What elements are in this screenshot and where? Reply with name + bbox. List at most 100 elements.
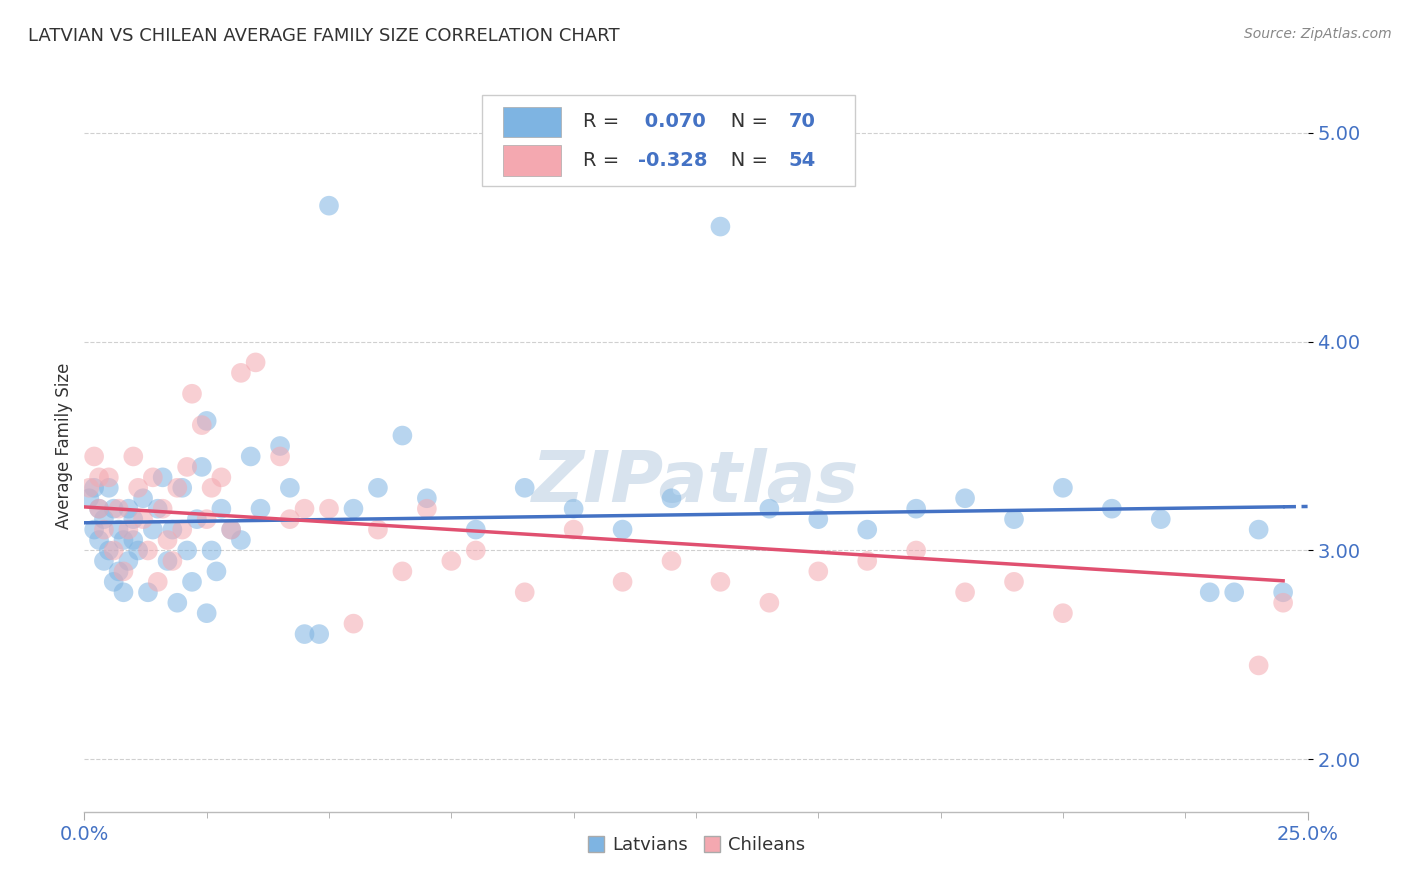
Point (1272, 585, 1295, 599)
Point (249, 501, 271, 516)
Point (127, 481, 149, 495)
Point (186, 512, 208, 526)
Point (318, 199, 340, 213)
Text: 70: 70 (789, 112, 815, 131)
Point (464, 543, 486, 558)
Text: 54: 54 (789, 152, 817, 170)
Point (117, 523, 139, 537)
Point (209, 470, 232, 484)
Point (294, 501, 316, 516)
Point (219, 523, 242, 537)
Text: N =: N = (711, 152, 775, 170)
Text: ZIPatlas: ZIPatlas (533, 448, 859, 517)
Point (905, 501, 928, 516)
Point (1052, 606, 1074, 620)
Point (440, 554, 463, 568)
Point (83, 523, 105, 537)
Point (367, 523, 389, 537)
Point (93, 523, 115, 537)
Text: LATVIAN VS CHILEAN AVERAGE FAMILY SIZE CORRELATION CHART: LATVIAN VS CHILEAN AVERAGE FAMILY SIZE C… (28, 27, 620, 45)
Point (97, 481, 120, 495)
Point (122, 512, 145, 526)
Text: N =: N = (711, 112, 775, 131)
FancyBboxPatch shape (503, 145, 561, 176)
Point (112, 585, 135, 599)
Point (117, 501, 139, 516)
Point (122, 450, 145, 464)
Point (103, 501, 125, 516)
Point (87, 470, 110, 484)
Point (205, 565, 228, 579)
Point (191, 459, 214, 474)
Point (1052, 481, 1074, 495)
Point (172, 481, 194, 495)
Text: 0.070: 0.070 (638, 112, 706, 131)
Point (905, 543, 928, 558)
Point (136, 585, 159, 599)
Point (1150, 512, 1173, 526)
Point (278, 512, 301, 526)
Point (807, 565, 830, 579)
Point (172, 523, 194, 537)
Point (87, 501, 110, 516)
Point (97, 543, 120, 558)
Point (367, 481, 389, 495)
Point (156, 554, 179, 568)
Point (195, 606, 218, 620)
Point (953, 585, 976, 599)
Point (127, 543, 149, 558)
Point (97, 470, 120, 484)
Point (146, 574, 169, 589)
Point (416, 491, 439, 506)
Legend: Latvians, Chileans: Latvians, Chileans (579, 829, 813, 861)
Text: -0.328: -0.328 (638, 152, 709, 170)
Point (146, 501, 169, 516)
Point (709, 219, 731, 234)
Y-axis label: Average Family Size: Average Family Size (55, 363, 73, 529)
FancyBboxPatch shape (482, 95, 855, 186)
Point (856, 554, 879, 568)
Point (195, 414, 218, 428)
Point (152, 501, 174, 516)
Point (77, 491, 100, 506)
Point (107, 501, 129, 516)
Point (181, 386, 204, 401)
Point (391, 565, 413, 579)
Point (1198, 585, 1220, 599)
Point (132, 491, 155, 506)
Point (661, 491, 683, 506)
Point (318, 501, 340, 516)
Point (112, 565, 135, 579)
Point (191, 418, 214, 433)
Point (117, 554, 139, 568)
Point (342, 501, 364, 516)
Point (269, 439, 291, 453)
Point (229, 366, 252, 380)
Text: Source: ZipAtlas.com: Source: ZipAtlas.com (1244, 27, 1392, 41)
Point (1002, 512, 1025, 526)
Point (132, 512, 155, 526)
Point (856, 523, 879, 537)
Point (239, 450, 262, 464)
Point (87, 533, 110, 547)
Point (294, 627, 316, 641)
Point (136, 543, 159, 558)
Point (156, 533, 179, 547)
Point (278, 481, 301, 495)
Point (1247, 658, 1270, 673)
Point (107, 523, 129, 537)
Point (181, 574, 204, 589)
Point (513, 585, 536, 599)
Point (758, 501, 780, 516)
Point (209, 501, 232, 516)
Point (200, 481, 222, 495)
Point (93, 512, 115, 526)
Point (176, 459, 198, 474)
Text: R =: R = (583, 152, 626, 170)
Point (1101, 501, 1123, 516)
Point (219, 523, 242, 537)
Point (308, 627, 330, 641)
Point (152, 470, 174, 484)
FancyBboxPatch shape (503, 107, 561, 137)
Point (162, 554, 184, 568)
